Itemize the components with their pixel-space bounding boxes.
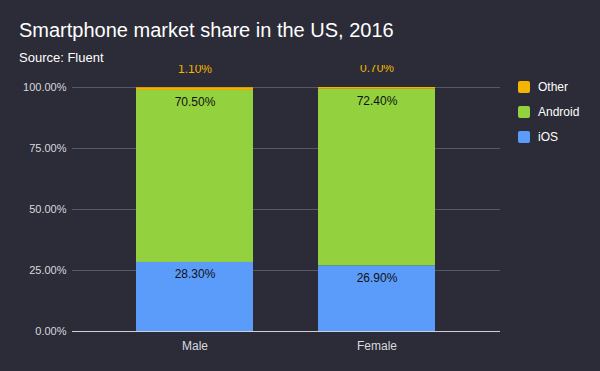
svg-text:72.40%: 72.40% [357,94,398,108]
svg-text:50.00%: 50.00% [29,203,67,215]
html-text:iOS: iOS [538,129,558,144]
svg-text:Male: Male [182,339,208,353]
svg-text:0.70%: 0.70% [360,65,394,75]
svg-text:0.00%: 0.00% [35,325,66,337]
svg-text:26.90%: 26.90% [357,271,398,285]
svg-text:1.10%: 1.10% [178,65,212,76]
html-text:Other: Other [538,79,568,94]
svg-text:28.30%: 28.30% [175,267,216,281]
html-text:Source: Fluent: Source: Fluent [19,50,104,65]
svg-text:75.00%: 75.00% [29,142,67,154]
html-text:Android: Android [538,104,580,119]
svg-text:25.00%: 25.00% [29,264,67,276]
svg-text:70.50%: 70.50% [175,95,216,109]
svg-text:Female: Female [357,339,397,353]
svg-text:100.00%: 100.00% [23,81,67,93]
html-text:Smartphone market share in the: Smartphone market share in the US, 2016 [19,19,394,41]
